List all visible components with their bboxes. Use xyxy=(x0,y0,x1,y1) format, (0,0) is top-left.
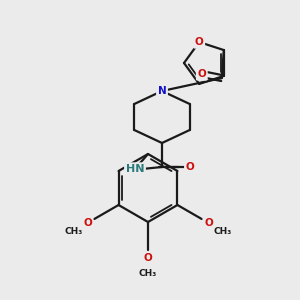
Text: O: O xyxy=(144,253,152,263)
Text: HN: HN xyxy=(126,164,144,174)
Text: CH₃: CH₃ xyxy=(213,226,232,236)
Text: O: O xyxy=(197,69,206,79)
Text: O: O xyxy=(204,218,213,228)
Text: CH₃: CH₃ xyxy=(64,226,82,236)
Text: O: O xyxy=(186,162,194,172)
Text: O: O xyxy=(83,218,92,228)
Text: N: N xyxy=(158,86,166,96)
Text: CH₃: CH₃ xyxy=(139,269,157,278)
Text: O: O xyxy=(195,37,204,47)
